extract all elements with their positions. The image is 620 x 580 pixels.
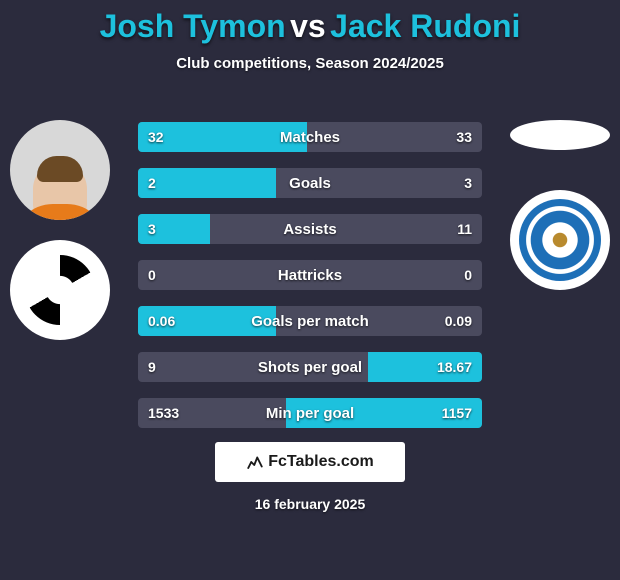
player2-photo-placeholder (510, 120, 610, 150)
stat-label: Min per goal (138, 405, 482, 422)
fctables-logo-icon (246, 453, 264, 471)
brand-text: FcTables.com (268, 453, 374, 471)
date-label: 16 february 2025 (0, 496, 620, 512)
stats-container: 32Matches332Goals33Assists110Hattricks00… (138, 122, 482, 444)
stat-right-value: 18.67 (437, 359, 472, 375)
player1-hair (37, 156, 83, 182)
stat-right-value: 33 (456, 129, 472, 145)
stat-row: 1533Min per goal1157 (138, 398, 482, 428)
stat-right-value: 3 (464, 175, 472, 191)
player2-name: Jack Rudoni (330, 8, 520, 44)
stat-row: 0Hattricks0 (138, 260, 482, 290)
stat-label: Hattricks (138, 267, 482, 284)
stat-row: 9Shots per goal18.67 (138, 352, 482, 382)
stat-label: Shots per goal (138, 359, 482, 376)
coventry-badge-icon (519, 199, 601, 281)
title-row: Josh Tymon vs Jack Rudoni (0, 0, 620, 45)
stat-row: 0.06Goals per match0.09 (138, 306, 482, 336)
left-avatars (10, 120, 110, 340)
player1-jersey (13, 204, 107, 220)
swansea-swirl-icon (25, 255, 95, 325)
stat-label: Assists (138, 221, 482, 238)
vs-label: vs (290, 8, 326, 44)
stat-label: Goals (138, 175, 482, 192)
subtitle: Club competitions, Season 2024/2025 (0, 55, 620, 72)
stat-row: 2Goals3 (138, 168, 482, 198)
player1-photo (10, 120, 110, 220)
stat-row: 32Matches33 (138, 122, 482, 152)
right-avatars (510, 120, 610, 290)
stat-right-value: 0.09 (445, 313, 472, 329)
brand-box: FcTables.com (215, 442, 405, 482)
player1-club-badge (10, 240, 110, 340)
stat-label: Matches (138, 129, 482, 146)
player2-club-badge (510, 190, 610, 290)
stat-row: 3Assists11 (138, 214, 482, 244)
stat-right-value: 0 (464, 267, 472, 283)
stat-right-value: 11 (457, 221, 472, 237)
stat-right-value: 1157 (442, 405, 472, 421)
stat-label: Goals per match (138, 313, 482, 330)
player1-name: Josh Tymon (100, 8, 286, 44)
